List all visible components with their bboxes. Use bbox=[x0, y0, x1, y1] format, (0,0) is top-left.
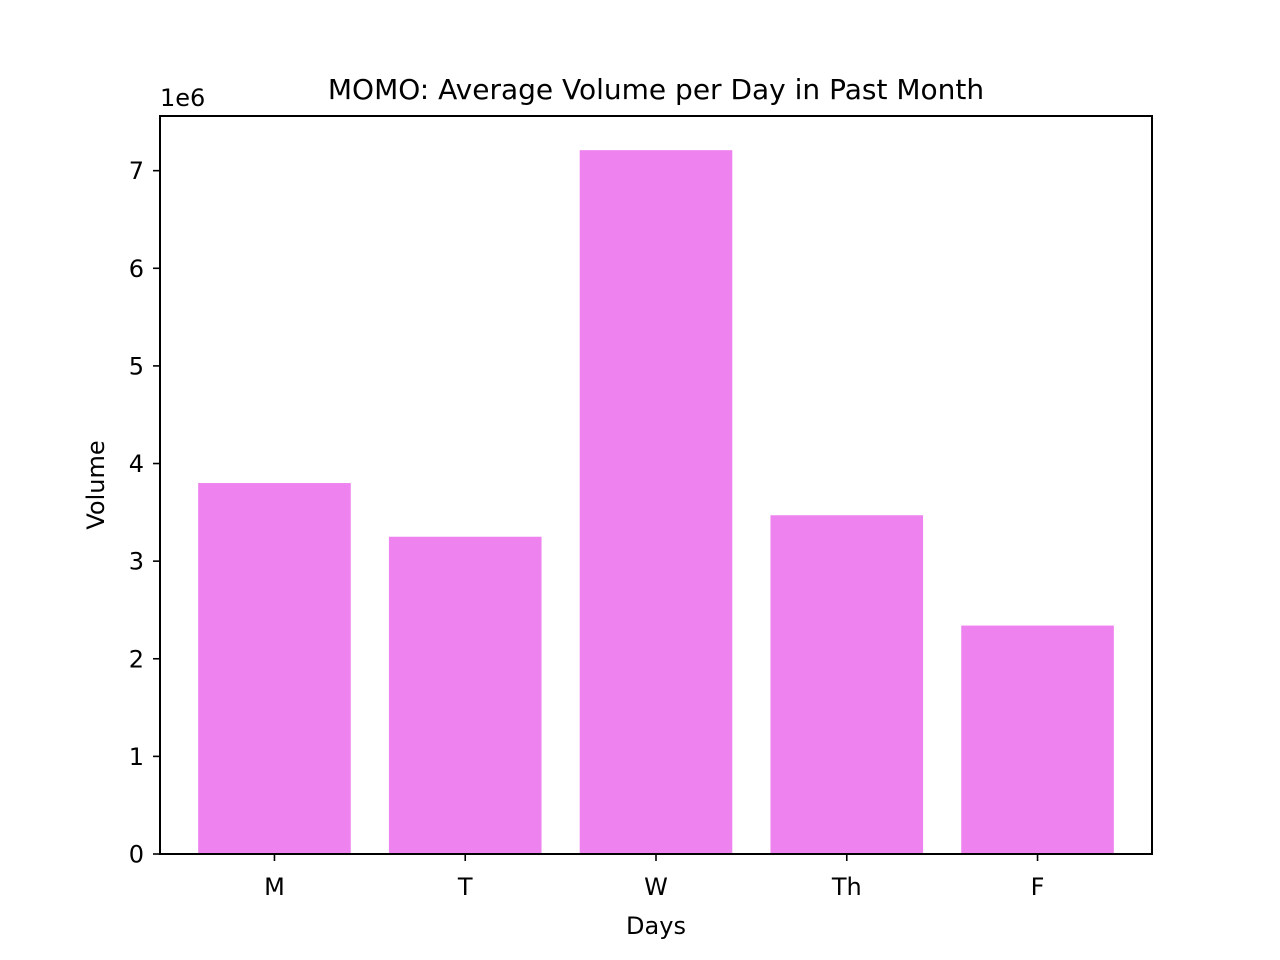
x-axis-ticks: M T W Th F bbox=[264, 854, 1044, 901]
y-tick-label: 0 bbox=[129, 841, 144, 869]
bar-m bbox=[198, 483, 351, 854]
bar-w bbox=[579, 150, 733, 854]
x-tick-label: Th bbox=[831, 873, 862, 901]
y-tick-label: 3 bbox=[129, 548, 144, 576]
x-tick-label: M bbox=[264, 873, 285, 901]
y-tick-label: 2 bbox=[129, 645, 144, 673]
x-tick-label: W bbox=[644, 873, 668, 901]
y-tick-label: 4 bbox=[129, 450, 144, 478]
bar-t bbox=[388, 536, 542, 854]
bar-f bbox=[961, 625, 1114, 854]
y-tick-label: 6 bbox=[129, 255, 144, 283]
plot-frame bbox=[159, 115, 1153, 855]
y-axis-label: Volume bbox=[82, 440, 110, 529]
y-tick-label: 7 bbox=[129, 157, 144, 185]
bars-group bbox=[198, 150, 1114, 854]
x-axis-label: Days bbox=[626, 912, 686, 940]
chart-title: MOMO: Average Volume per Day in Past Mon… bbox=[328, 73, 984, 106]
y-axis-offset-label: 1e6 bbox=[160, 84, 205, 112]
y-axis-ticks: 0 1 2 3 4 5 6 7 bbox=[129, 157, 160, 869]
bar-th bbox=[770, 515, 924, 854]
y-tick-label: 1 bbox=[129, 743, 144, 771]
y-tick-label: 5 bbox=[129, 352, 144, 380]
x-tick-label: F bbox=[1031, 873, 1045, 901]
x-tick-label: T bbox=[457, 873, 473, 901]
